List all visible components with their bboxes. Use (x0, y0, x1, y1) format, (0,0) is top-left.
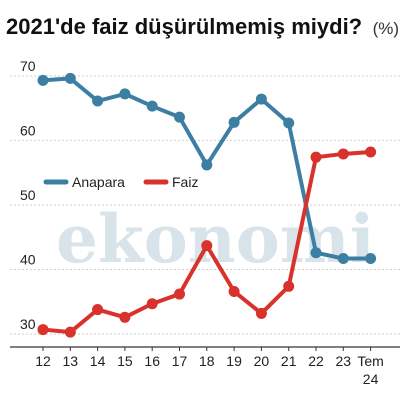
data-point-anapara (228, 116, 240, 128)
x-tick-label: 21 (281, 353, 297, 369)
data-point-anapara (174, 111, 185, 123)
chart-title-block: 2021'de faiz düşürülmemiş miydi? (%) (6, 14, 399, 40)
data-point-anapara (365, 253, 377, 265)
data-point-anapara (64, 72, 76, 84)
data-point-faiz (64, 326, 76, 338)
x-tick-label: 16 (144, 353, 160, 369)
legend-label-anapara: Anapara (72, 174, 125, 190)
data-point-faiz (283, 280, 295, 292)
watermark: ekonomi (56, 200, 375, 278)
data-point-faiz (92, 304, 104, 316)
data-point-faiz (228, 285, 240, 297)
data-point-faiz (255, 307, 267, 319)
data-point-anapara (201, 159, 213, 171)
legend-label-faiz: Faiz (172, 174, 198, 190)
data-point-anapara (92, 95, 104, 107)
x-tick-label: Tem (357, 353, 383, 369)
data-point-faiz (337, 148, 349, 160)
y-tick-label: 50 (20, 187, 36, 203)
x-tick-label: 13 (63, 353, 79, 369)
data-point-anapara (337, 253, 349, 265)
data-point-faiz (146, 298, 158, 310)
x-tick-label: 18 (199, 353, 215, 369)
y-tick-label: 70 (20, 58, 36, 74)
data-point-faiz (119, 311, 131, 323)
x-tick-label: 22 (308, 353, 324, 369)
axes: 70 60 50 40 30 12 13 14 15 16 17 18 19 20 21 22 23 Tem 24 (10, 58, 400, 387)
y-tick-label: 40 (20, 252, 36, 268)
data-point-faiz (174, 288, 185, 300)
data-point-faiz (37, 324, 49, 336)
watermark-text: ekonomi (56, 200, 375, 278)
x-tick-label: 17 (172, 353, 188, 369)
chart-title: 2021'de faiz düşürülmemiş miydi? (6, 14, 363, 39)
data-point-anapara (255, 93, 267, 105)
x-tick-label: 14 (90, 353, 106, 369)
legend: Anapara Faiz (43, 174, 198, 190)
x-tick-label: 15 (117, 353, 133, 369)
data-point-faiz (201, 240, 213, 252)
data-point-faiz (310, 151, 322, 163)
data-point-faiz (365, 146, 377, 158)
data-point-anapara (119, 88, 131, 100)
x-tick-label: 12 (35, 353, 51, 369)
x-tick-label: 23 (336, 353, 352, 369)
x-tick-label: 20 (254, 353, 270, 369)
y-tick-label: 60 (20, 122, 36, 138)
chart-unit: (%) (372, 19, 400, 38)
x-tick-label: 19 (226, 353, 242, 369)
data-point-anapara (146, 100, 158, 112)
x-tick-label: 24 (363, 371, 379, 387)
series (37, 72, 377, 338)
data-point-anapara (37, 74, 49, 86)
data-point-anapara (283, 117, 295, 129)
data-point-anapara (310, 247, 322, 259)
y-tick-label: 30 (20, 316, 36, 332)
